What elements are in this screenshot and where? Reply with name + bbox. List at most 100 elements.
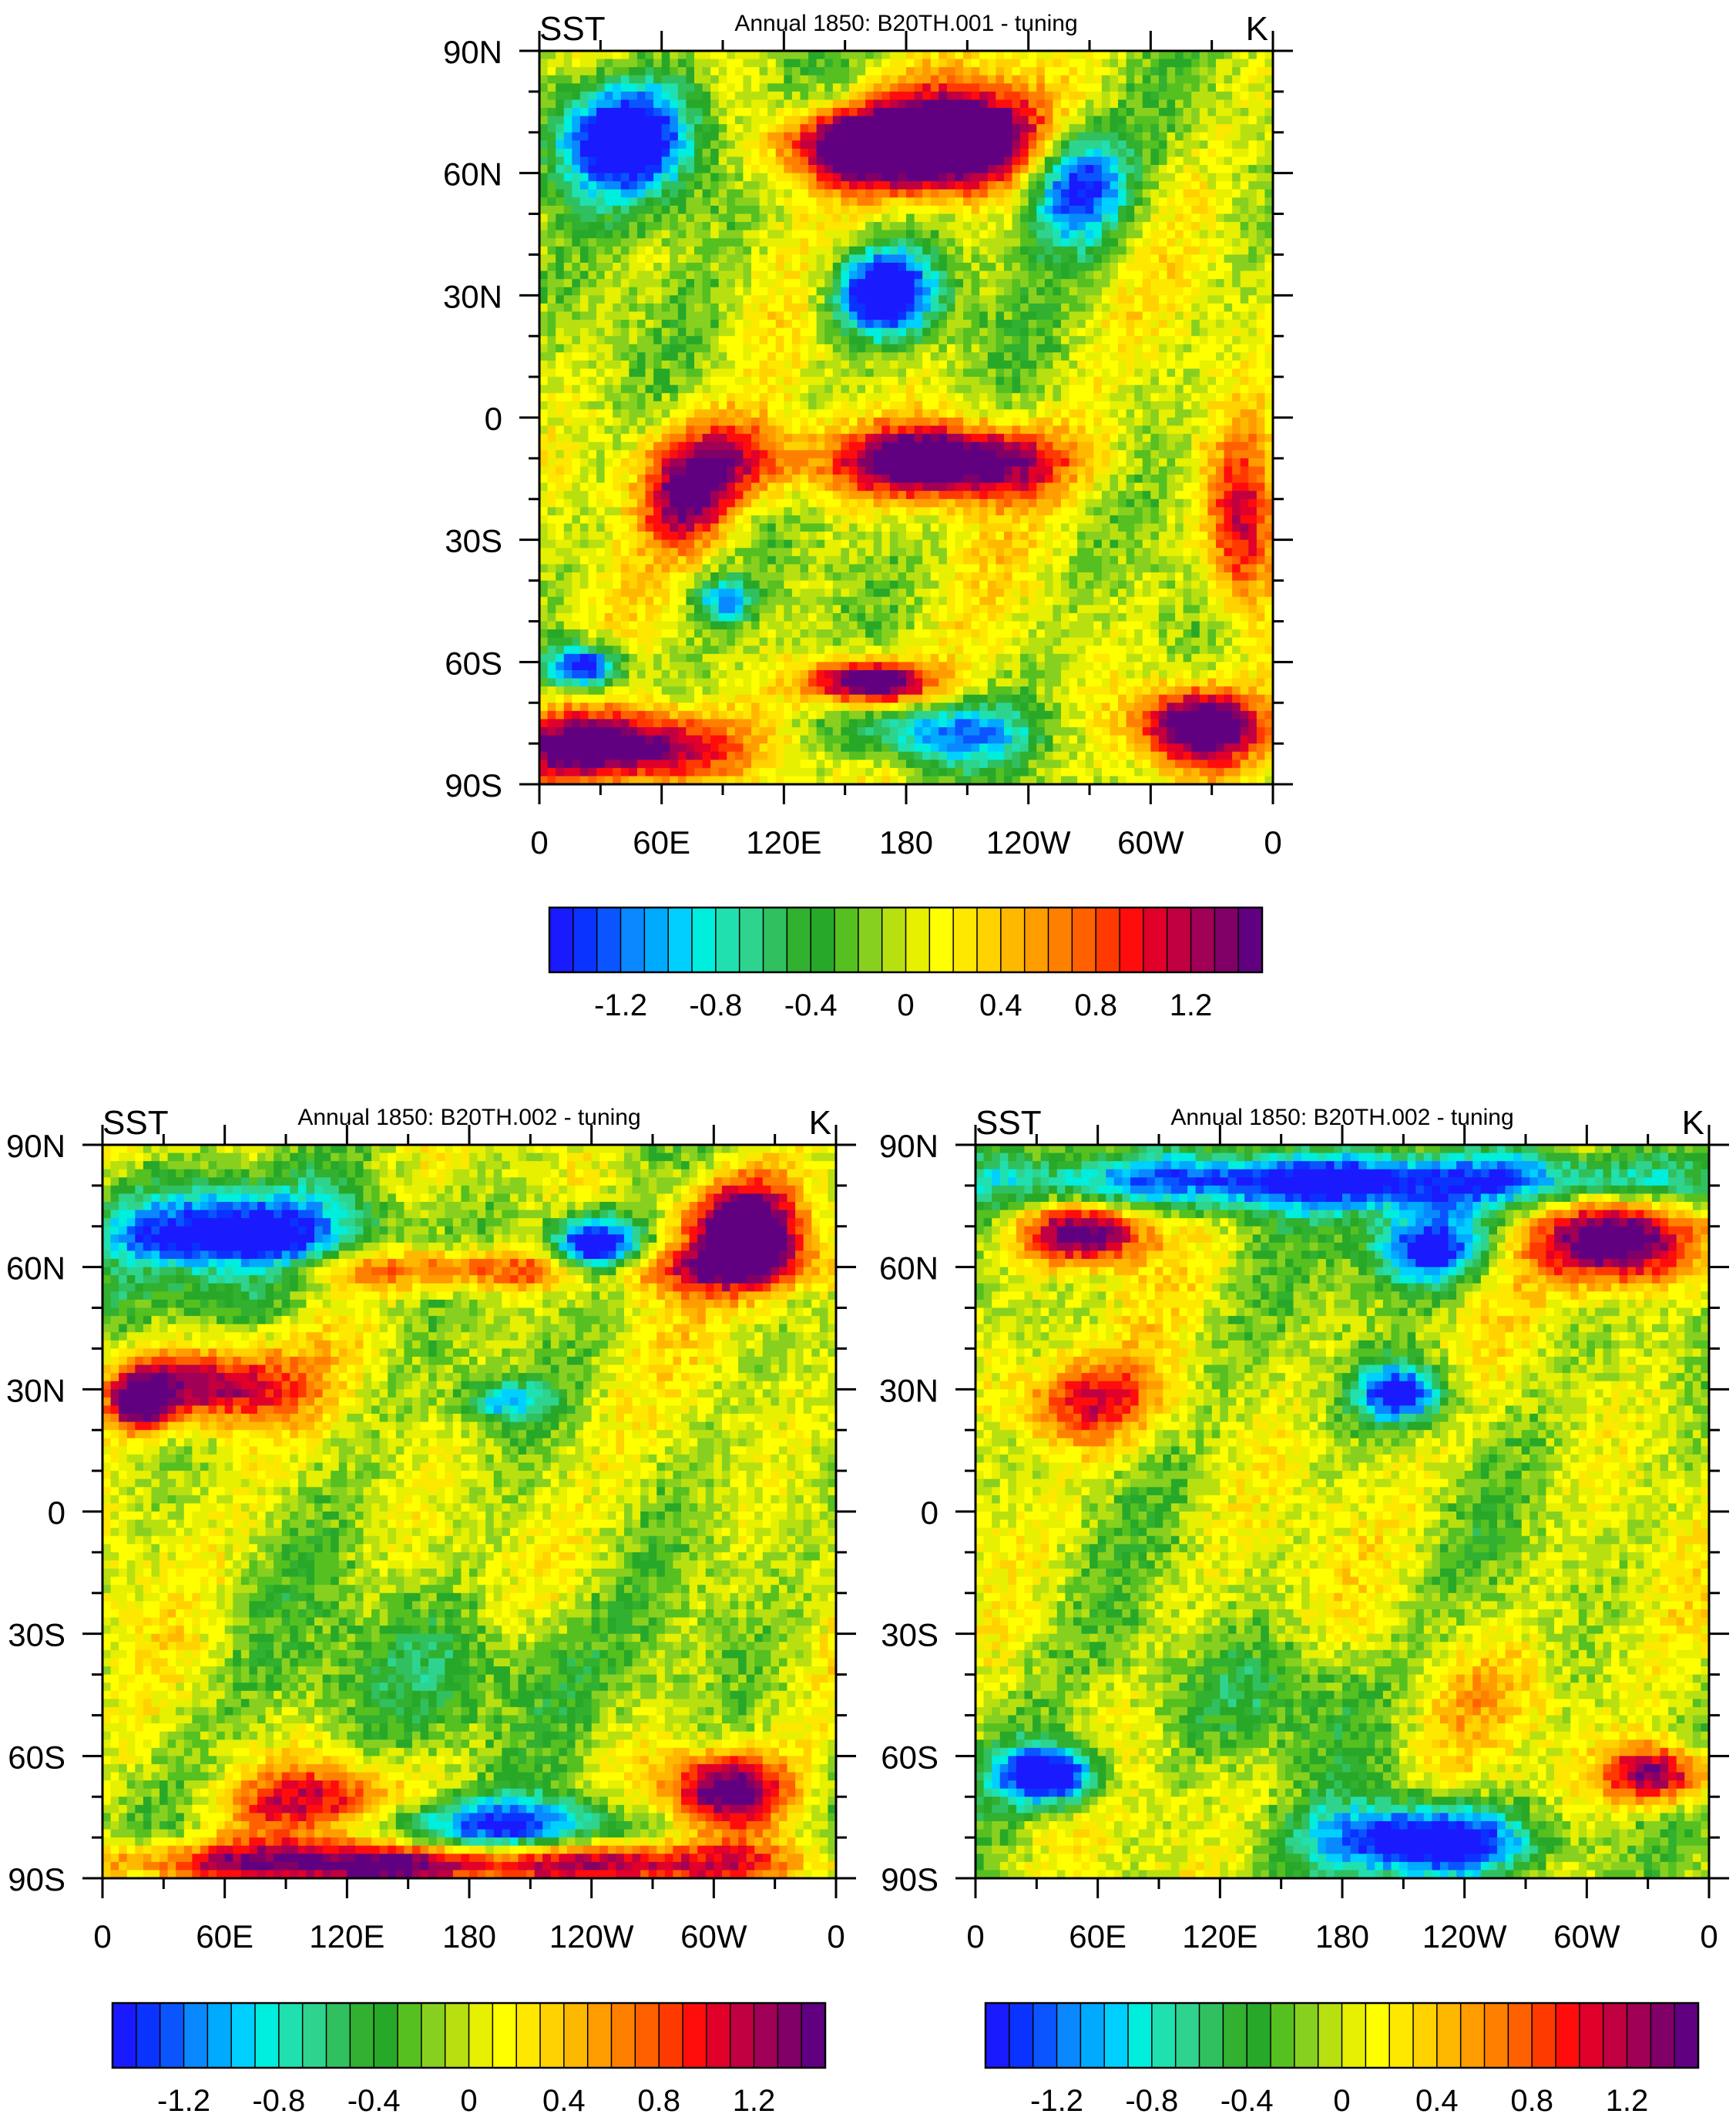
field-cell (670, 385, 678, 394)
field-cell (776, 157, 784, 166)
field-cell (727, 361, 735, 369)
field-cell (1045, 214, 1053, 223)
field-cell (1045, 361, 1053, 369)
field-cell (564, 157, 573, 166)
field-cell (605, 59, 613, 68)
field-cell (637, 295, 646, 304)
field-cell (678, 190, 687, 198)
field-cell (1012, 59, 1021, 68)
field-cell (1159, 165, 1167, 173)
field-cell (1086, 254, 1094, 263)
field-cell (898, 442, 906, 451)
field-cell (1257, 352, 1265, 361)
field-cell (539, 83, 548, 92)
field-cell (808, 222, 817, 230)
field-cell (621, 450, 630, 458)
field-cell (1102, 165, 1110, 173)
field-cell (1184, 279, 1192, 287)
field-cell (1053, 426, 1061, 435)
field-cell (1191, 377, 1200, 385)
field-cell (1093, 458, 1102, 467)
field-cell (1207, 190, 1216, 198)
field-cell (1029, 133, 1037, 141)
field-cell (760, 320, 768, 328)
field-cell (1004, 295, 1012, 304)
field-cell (621, 190, 630, 198)
field-cell (947, 99, 955, 108)
field-cell (1061, 361, 1069, 369)
field-cell (1093, 442, 1102, 451)
field-cell (1036, 328, 1045, 337)
field-cell (947, 311, 955, 320)
field-cell (915, 491, 923, 499)
field-cell (849, 295, 858, 304)
field-cell (817, 271, 825, 280)
field-cell (539, 51, 548, 59)
field-cell (874, 238, 882, 247)
field-cell (996, 426, 1004, 435)
field-cell (710, 393, 719, 401)
field-cell (988, 361, 996, 369)
field-cell (1159, 157, 1167, 166)
field-cell (637, 214, 646, 223)
field-cell (760, 450, 768, 458)
field-cell (979, 393, 988, 401)
field-cell (1093, 51, 1102, 59)
field-cell (564, 304, 573, 312)
field-cell (760, 279, 768, 287)
field-cell (1093, 287, 1102, 296)
field-cell (1175, 304, 1184, 312)
field-cell (719, 238, 727, 247)
field-cell (637, 475, 646, 483)
field-cell (637, 83, 646, 92)
field-cell (678, 483, 687, 492)
field-cell (1167, 214, 1175, 223)
field-cell (1184, 311, 1192, 320)
field-cell (646, 157, 654, 166)
field-cell (1175, 214, 1184, 223)
field-cell (890, 499, 898, 508)
field-cell (1159, 418, 1167, 426)
field-cell (735, 361, 744, 369)
field-cell (1175, 336, 1184, 344)
field-cell (824, 99, 833, 108)
field-cell (1143, 369, 1151, 377)
field-cell (849, 475, 858, 483)
field-cell (1077, 352, 1086, 361)
field-cell (776, 263, 784, 271)
field-cell (1036, 247, 1045, 255)
field-cell (1175, 108, 1184, 116)
field-cell (947, 222, 955, 230)
field-cell (1036, 418, 1045, 426)
field-cell (629, 247, 637, 255)
field-cell (1077, 222, 1086, 230)
field-cell (1184, 140, 1192, 149)
field-cell (760, 418, 768, 426)
field-cell (1036, 336, 1045, 344)
field-cell (613, 99, 621, 108)
field-cell (1143, 140, 1151, 149)
field-cell (1241, 51, 1249, 59)
field-cell (1143, 475, 1151, 483)
field-cell (743, 483, 751, 492)
field-cell (694, 418, 703, 426)
field-cell (1216, 287, 1224, 296)
field-cell (1167, 92, 1175, 100)
field-cell (1020, 59, 1029, 68)
field-cell (858, 124, 866, 133)
field-cell (1118, 230, 1127, 239)
field-cell (539, 304, 548, 312)
field-cell (710, 92, 719, 100)
field-cell (922, 271, 931, 280)
field-cell (841, 197, 849, 206)
field-cell (955, 458, 963, 467)
field-cell (719, 279, 727, 287)
field-cell (629, 442, 637, 451)
field-cell (890, 214, 898, 223)
field-cell (1086, 483, 1094, 492)
field-cell (1077, 393, 1086, 401)
field-cell (548, 92, 556, 100)
field-cell (1086, 124, 1094, 133)
field-cell (572, 279, 580, 287)
field-cell (678, 279, 687, 287)
